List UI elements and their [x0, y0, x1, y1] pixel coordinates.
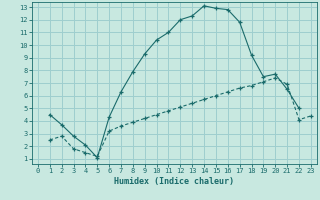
X-axis label: Humidex (Indice chaleur): Humidex (Indice chaleur) — [115, 177, 234, 186]
